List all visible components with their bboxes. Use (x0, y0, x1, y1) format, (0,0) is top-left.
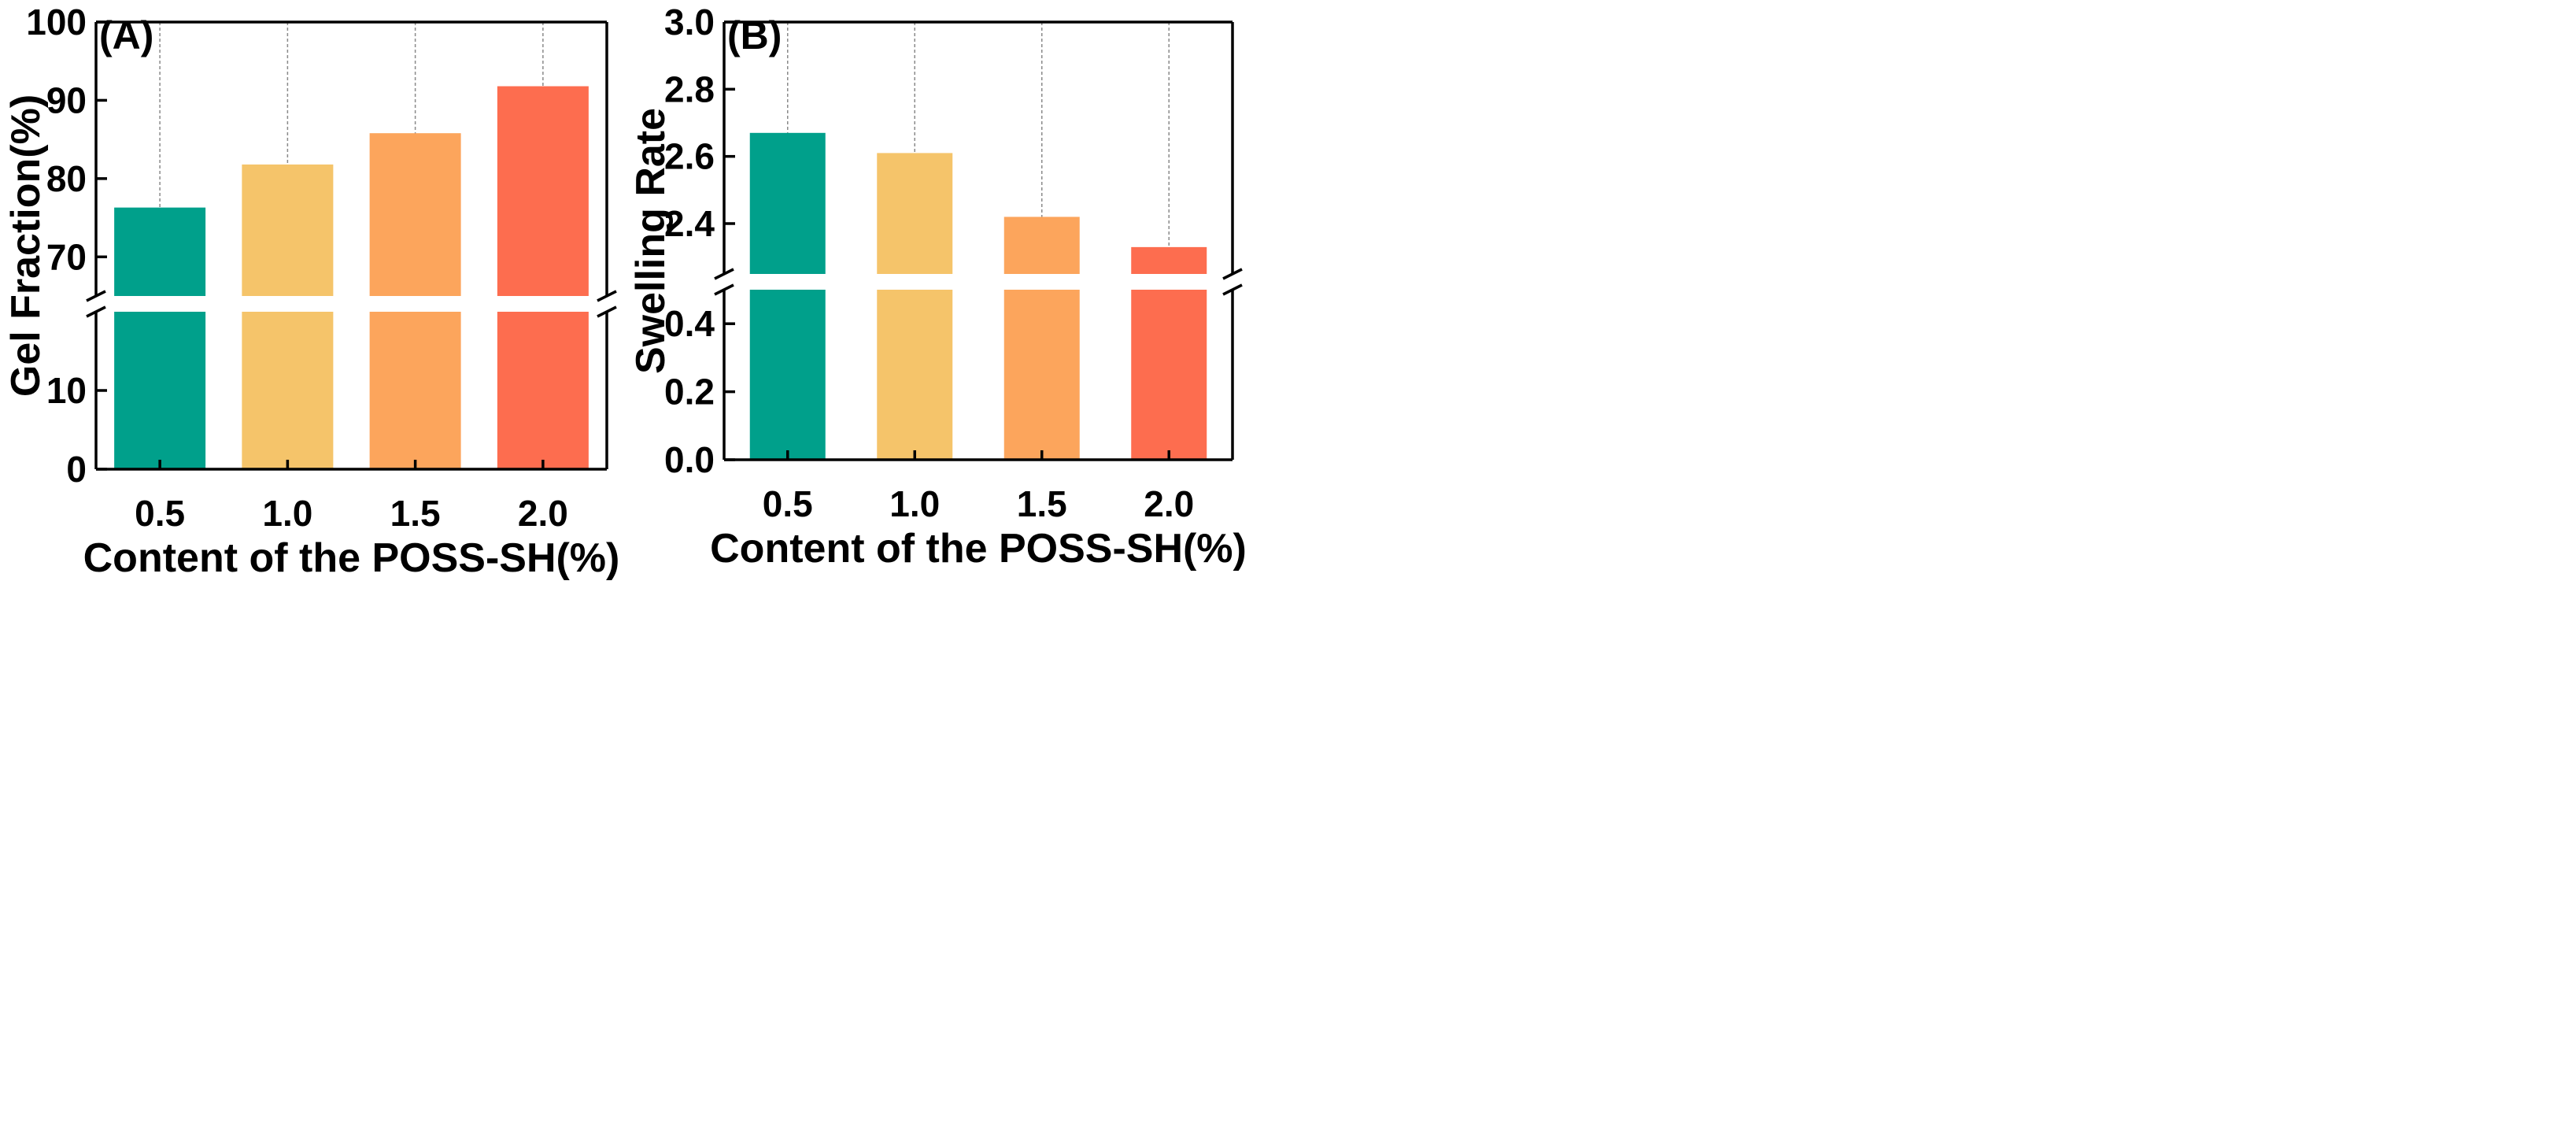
x-tick-label: 1.0 (262, 493, 312, 534)
bar-upper (242, 164, 334, 296)
axis-break-mark (1222, 283, 1243, 296)
y-axis-title: Gel Fraction(%) (3, 94, 49, 397)
x-tick-label: 0.5 (135, 493, 185, 534)
x-tick-label: 1.5 (390, 493, 441, 534)
bar-lower (242, 312, 334, 469)
bar-lower (877, 290, 953, 460)
x-tick-label: 1.0 (889, 483, 940, 524)
bar-upper (749, 132, 826, 274)
y-axis-title: Swelling Rate (628, 108, 674, 374)
y-tick-label: 0.4 (664, 303, 715, 344)
y-tick-label: 0 (66, 449, 87, 490)
y-tick-label: 10 (46, 370, 87, 411)
bar-upper (1003, 216, 1080, 274)
axis-break-mark (86, 290, 106, 302)
y-tick-label: 0.0 (664, 439, 715, 480)
bar-lower (749, 290, 826, 460)
x-axis-title: Content of the POSS-SH(%) (710, 526, 1247, 572)
y-tick-label: 3.0 (664, 2, 715, 43)
bar-upper (114, 207, 206, 296)
bar-lower (1131, 290, 1207, 460)
y-tick-label: 0.2 (664, 372, 715, 413)
bar-upper (497, 86, 589, 296)
bar-lower (114, 312, 206, 469)
axis-break-mark (714, 283, 734, 296)
x-axis-title: Content of the POSS-SH(%) (83, 535, 620, 581)
y-tick-label: 2.4 (664, 203, 715, 244)
x-tick-label: 2.0 (1144, 483, 1194, 524)
panel-label: (B) (727, 13, 782, 57)
bar-upper (369, 133, 461, 296)
y-tick-label: 90 (46, 80, 87, 120)
panel-label: (A) (99, 13, 153, 57)
axis-break-mark (597, 305, 617, 318)
y-tick-label: 70 (46, 236, 87, 277)
axis-break-gap (726, 274, 1231, 290)
bar-lower (369, 312, 461, 469)
axis-break-gap (98, 296, 605, 312)
bar-upper (1131, 246, 1207, 274)
axis-break-mark (1222, 268, 1243, 280)
bar-lower (1003, 290, 1080, 460)
y-tick-label: 2.6 (664, 136, 715, 177)
bar-lower (497, 312, 589, 469)
y-tick-label: 80 (46, 158, 87, 199)
y-tick-label: 100 (26, 2, 87, 43)
y-tick-label: 2.8 (664, 68, 715, 109)
x-tick-label: 0.5 (763, 483, 813, 524)
axis-break-mark (714, 268, 734, 280)
x-tick-label: 1.5 (1017, 483, 1067, 524)
axis-break-mark (86, 305, 106, 318)
bar-upper (877, 153, 953, 274)
x-tick-label: 2.0 (518, 493, 568, 534)
axis-break-mark (597, 290, 617, 302)
